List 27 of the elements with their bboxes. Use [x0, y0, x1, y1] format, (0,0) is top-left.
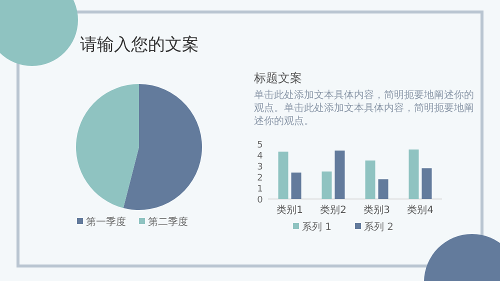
- chart-title: 标题文案: [253, 71, 302, 85]
- bar: [422, 168, 432, 199]
- x-tick-label: 类别2: [320, 204, 346, 216]
- chart-subtitle: 单击此处添加文本具体内容，简明扼要地阐述你的观点。单击此处添加文本具体内容，简明扼要地阐述你的观点。: [254, 89, 474, 127]
- y-tick-label: 1: [257, 184, 263, 194]
- legend-label: 系列 2: [364, 221, 394, 233]
- y-tick-label: 2: [257, 174, 263, 184]
- y-tick-label: 5: [257, 140, 263, 150]
- y-tick-label: 4: [257, 152, 264, 162]
- y-tick-label: 3: [257, 162, 263, 172]
- legend-label: 第二季度: [148, 216, 188, 228]
- pie-slice: [123, 84, 202, 210]
- bar: [334, 150, 345, 199]
- x-tick-label: 类别1: [276, 204, 303, 216]
- bar: [291, 172, 302, 199]
- bar: [408, 150, 419, 199]
- x-tick-label: 类别4: [407, 204, 434, 216]
- bar: [278, 152, 288, 199]
- y-tick-label: 0: [257, 196, 264, 206]
- bar: [365, 160, 376, 199]
- legend-label: 系列 1: [302, 221, 332, 233]
- legend-label: 第一季度: [86, 216, 126, 228]
- pie-slice: [76, 84, 139, 208]
- x-tick-label: 类别3: [364, 204, 390, 216]
- bar: [322, 172, 332, 199]
- chart-title: 请输入您的文案: [80, 35, 199, 55]
- bar: [378, 179, 388, 199]
